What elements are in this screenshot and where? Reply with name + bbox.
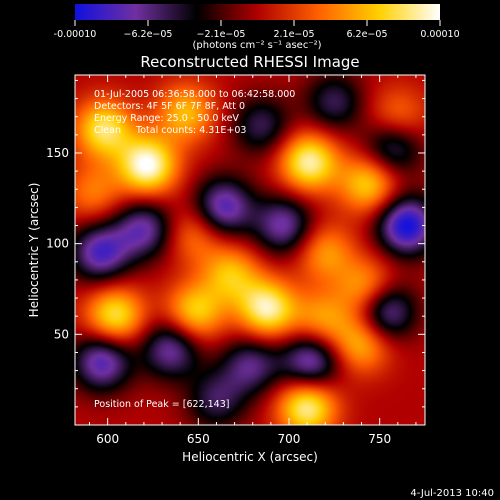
x-tick-label: 600 [96, 432, 119, 446]
x-axis-label: Heliocentric X (arcsec) [182, 450, 318, 464]
x-axis: 600 650 700 750 [89, 75, 417, 446]
colorbar-tick-label: −6.2e−05 [124, 29, 173, 40]
colorbar-ticks: -0.00010 −6.2e−05 −2.1e−05 2.1e−05 6.2e−05 0.… [54, 20, 460, 40]
colorbar-tick-label: -0.00010 [54, 29, 97, 40]
footer-timestamp: 4-Jul-2013 10:40 [410, 488, 494, 499]
heatmap-image [75, 75, 425, 425]
x-tick-label: 650 [187, 432, 210, 446]
colorbar-strip [75, 4, 440, 20]
y-axis-label: Heliocentric Y (arcsec) [27, 183, 41, 318]
chart-title: Reconstructed RHESSI Image [140, 53, 359, 71]
info-line-counts: Clean Total counts: 4.31E+03 [94, 125, 246, 136]
colorbar-tick-label: 6.2e−05 [346, 29, 387, 40]
colorbar-tick-label: 0.00010 [420, 29, 459, 40]
heatmap-raster [75, 75, 425, 425]
colorbar-tick-label: 2.1e−05 [273, 29, 314, 40]
y-tick-label: 150 [46, 146, 69, 160]
info-line-time: 01-Jul-2005 06:36:58.000 to 06:42:58.000 [94, 89, 295, 100]
y-axis: 50 100 150 [46, 79, 425, 408]
colorbar: -0.00010 −6.2e−05 −2.1e−05 2.1e−05 6.2e−05 0.… [54, 4, 460, 51]
observation-info: 01-Jul-2005 06:36:58.000 to 06:42:58.000… [94, 89, 295, 136]
y-tick-label: 100 [46, 237, 69, 251]
info-line-detectors: Detectors: 4F 5F 6F 7F 8F, Att 0 [94, 101, 245, 112]
peak-position-label: Position of Peak = [622,143] [94, 399, 229, 410]
info-line-energy: Energy Range: 25.0 - 50.0 keV [94, 113, 239, 124]
y-tick-label: 50 [54, 327, 69, 341]
colorbar-tick-label: −2.1e−05 [197, 29, 246, 40]
x-tick-label: 700 [278, 432, 301, 446]
plot-frame [74, 74, 426, 426]
x-tick-label: 750 [368, 432, 391, 446]
colorbar-unit: (photons cm⁻² s⁻¹ asec⁻²) [192, 40, 321, 51]
